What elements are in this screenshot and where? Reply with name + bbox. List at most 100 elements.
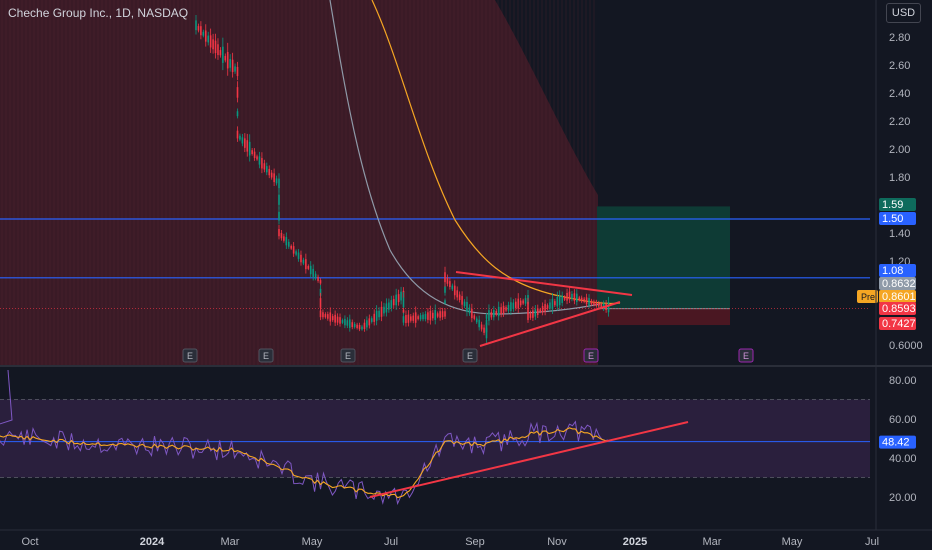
- candle-body: [395, 294, 397, 306]
- price-axis-tick: 1.80: [889, 172, 910, 184]
- price-axis-tick: 2.20: [889, 116, 910, 128]
- earnings-marker-label: E: [467, 351, 473, 361]
- time-axis-tick: Mar: [703, 536, 722, 548]
- candle-body: [402, 297, 405, 308]
- candle-body: [268, 168, 271, 176]
- candle-body: [312, 268, 314, 277]
- earnings-marker-5[interactable]: E: [738, 348, 754, 363]
- candle-body: [348, 319, 351, 328]
- rsi-band: [0, 399, 870, 478]
- candle-body: [468, 307, 471, 314]
- earnings-marker-4[interactable]: E: [583, 348, 599, 363]
- earnings-marker-label: E: [345, 351, 351, 361]
- candle-body: [607, 302, 610, 313]
- candle-body: [463, 301, 466, 307]
- triangle-upper-line[interactable]: [455, 271, 633, 296]
- long-stop-zone: [597, 308, 730, 326]
- candle-body: [541, 306, 544, 313]
- earnings-marker-2[interactable]: E: [340, 348, 356, 363]
- candle-body: [441, 311, 444, 318]
- candle-body: [493, 310, 495, 318]
- time-axis-tick: Oct: [21, 536, 38, 548]
- candle-body: [488, 310, 490, 321]
- candle-body: [434, 309, 437, 320]
- pre-tag: [857, 290, 878, 303]
- rsi-ma-line: [0, 427, 609, 499]
- candle-body: [563, 296, 566, 300]
- rsi-line: [0, 369, 609, 506]
- candle-body: [588, 298, 590, 306]
- time-axis-tick: 2024: [140, 536, 165, 548]
- candle-body: [556, 296, 559, 307]
- candle-body: [265, 166, 268, 173]
- candle-body: [444, 286, 446, 293]
- candle-body: [366, 320, 368, 328]
- candle-body: [490, 312, 493, 318]
- earnings-marker-1[interactable]: E: [258, 348, 274, 363]
- time-axis-tick: 2025: [623, 536, 647, 548]
- candle-body: [283, 236, 285, 241]
- candle-body: [536, 308, 539, 316]
- price-shade-zone: [0, 0, 598, 365]
- candle-body: [331, 316, 334, 321]
- candle-body: [356, 324, 358, 329]
- candle-body: [456, 290, 459, 298]
- candle-body: [390, 300, 393, 308]
- candle-body: [209, 35, 212, 48]
- candle-body: [217, 44, 219, 56]
- candle-body: [339, 317, 341, 324]
- candle-body: [200, 26, 202, 36]
- candle-body: [285, 237, 288, 246]
- currency-button[interactable]: USD: [886, 3, 921, 23]
- candle-body: [358, 325, 361, 330]
- candle-body: [529, 313, 532, 318]
- candle-body: [483, 327, 485, 333]
- earnings-marker-label: E: [263, 351, 269, 361]
- triangle-lower-line[interactable]: [479, 301, 621, 347]
- candle-body: [344, 318, 346, 326]
- rsi-trendline[interactable]: [369, 421, 689, 498]
- candle-body: [485, 323, 488, 333]
- earnings-marker-box: [340, 348, 356, 363]
- candle-body: [510, 302, 512, 312]
- candle-body: [327, 314, 329, 319]
- candle-body: [436, 313, 439, 317]
- earnings-marker-3[interactable]: E: [462, 348, 478, 363]
- candle-body: [324, 314, 327, 318]
- candle-body: [544, 304, 546, 312]
- candle-body: [402, 309, 405, 313]
- candle-body: [439, 311, 441, 318]
- candle-body: [317, 276, 319, 281]
- candle-body: [517, 298, 520, 309]
- price-label-text: 1.50: [882, 213, 903, 225]
- candle-body: [500, 307, 502, 315]
- candle-body: [392, 299, 395, 306]
- candle-body: [561, 295, 563, 303]
- price-label-text: 0.7427: [882, 318, 916, 330]
- candle-body: [383, 306, 385, 314]
- candle-body: [505, 307, 507, 311]
- candle-body: [427, 312, 429, 320]
- candle-body: [378, 310, 380, 318]
- candle-body: [297, 252, 300, 259]
- time-axis-tick: May: [782, 536, 803, 548]
- rsi-axis-tick: 40.00: [889, 453, 917, 465]
- candle-body: [239, 135, 241, 140]
- candle-body: [444, 300, 446, 304]
- candle-body: [558, 295, 561, 306]
- candle-body: [451, 285, 454, 290]
- candle-body: [224, 55, 227, 61]
- candle-body: [453, 285, 456, 296]
- candle-body: [502, 305, 505, 314]
- earnings-marker-0[interactable]: E: [182, 348, 198, 363]
- candle-body: [309, 265, 312, 275]
- candle-body: [576, 293, 578, 302]
- time-axis-tick: Mar: [221, 536, 240, 548]
- candle-body: [414, 312, 417, 323]
- earnings-marker-label: E: [743, 351, 749, 361]
- candle-body: [219, 50, 222, 56]
- price-axis-tick: 0.6000: [889, 340, 923, 352]
- candle-body: [300, 254, 302, 263]
- candle-body: [246, 140, 249, 152]
